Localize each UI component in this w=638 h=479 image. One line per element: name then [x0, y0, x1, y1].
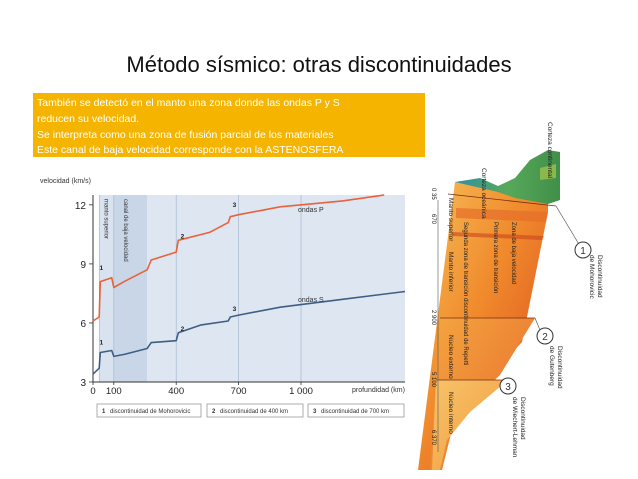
y-tick-label: 3: [80, 378, 86, 389]
depth-label: 6 370: [430, 430, 436, 446]
x-tick-label: 400: [168, 386, 184, 397]
point-label: 3: [233, 306, 237, 313]
depth-label: 0 35: [430, 188, 436, 200]
depth-label: 670: [430, 214, 436, 225]
label-lower-mantle: Manto inferior: [447, 252, 454, 293]
slide-title: Método sísmico: otras discontinuidades: [126, 52, 512, 77]
continent-top: [540, 164, 556, 180]
outer-core-layer: [430, 318, 535, 470]
y-ticks: 3 6 9 12: [75, 201, 93, 389]
legend-num: 3: [313, 409, 317, 415]
point-label: 1: [100, 265, 104, 272]
callout-text: de Gutenberg: [548, 346, 555, 386]
callout-number: 1: [580, 246, 586, 257]
x-tick-label: 0: [90, 386, 95, 397]
band-deep-mantle: [147, 195, 405, 382]
label-oceanic-crust: Corteza oceánica: [480, 168, 487, 219]
band-low-velocity: [113, 195, 148, 382]
x-tick-label: 1 000: [289, 386, 313, 397]
low-velocity-band: [456, 208, 548, 222]
callout-text: Discontinuidad: [519, 397, 526, 440]
callout-circle: [574, 241, 592, 259]
point-label: 1: [100, 340, 104, 347]
transition-band: [452, 232, 544, 240]
crust-layer: [455, 150, 560, 204]
band-label: manto superior: [102, 199, 108, 239]
series-label-s: ondas S: [298, 297, 324, 304]
point-label: 2: [181, 326, 185, 333]
legend-box: [206, 403, 304, 418]
callout-text: de Mohorovicic: [588, 255, 595, 299]
chart-legend: 1 discontinuidad de Mohorovicic 2 discon…: [96, 403, 405, 418]
legend-text: discontinuidad de 400 km: [220, 409, 288, 415]
callout-circle: [536, 327, 554, 345]
point-label: 3: [233, 202, 237, 209]
callout-box: También se detectó en el manto una zona …: [33, 93, 425, 157]
earth-section: Corteza oceánica Corteza continental Man…: [418, 122, 603, 470]
callout-line: También se detectó en el manto una zona …: [37, 97, 340, 109]
legend-text: discontinuidad de Mohorovicic: [110, 409, 190, 415]
inner-core-layer: [432, 380, 508, 470]
chart-bands: manto superior canal de baja velocidad: [99, 195, 405, 382]
callout-text: de Wiechert-Lehman: [511, 397, 518, 458]
label-inner-core: Núcleo interno: [447, 392, 454, 434]
moho-line: [447, 193, 557, 207]
label-low-velocity: Zona de baja velocidad: [510, 222, 516, 284]
callout-number: 3: [505, 382, 511, 393]
label-continental-crust: Corteza continental: [546, 122, 553, 179]
label-first-transition: Primera zona de transición: [492, 222, 498, 293]
x-ticks: 0 100 400 700 1 000: [90, 382, 313, 397]
series-line-s-waves: [92, 290, 406, 375]
depth-label: 5 100: [430, 372, 436, 388]
callout-number: 2: [542, 332, 548, 343]
x-axis-label: profundidad (km): [352, 387, 405, 394]
band-upper-mantle: [99, 195, 114, 382]
legend-num: 1: [102, 409, 106, 415]
velocity-chart: velocidad (km/s) profundidad (km) manto …: [40, 178, 406, 418]
callout-leader: [534, 317, 541, 331]
label-second-transition: Segunda zona de transición discontinuida…: [462, 222, 468, 365]
band-label: canal de baja velocidad: [122, 199, 128, 262]
y-tick-label: 12: [75, 201, 87, 212]
legend-num: 2: [212, 409, 216, 415]
legend-box: [307, 403, 405, 418]
x-tick-label: 100: [106, 386, 122, 397]
callout-text: Discontinuidad: [596, 255, 603, 298]
depth-label: 2 900: [430, 310, 436, 326]
series-label-p: ondas P: [298, 207, 324, 214]
x-tick-label: 700: [231, 386, 247, 397]
y-tick-label: 6: [80, 319, 86, 330]
series-line-p-waves: [92, 194, 385, 322]
callout-leader: [555, 205, 581, 247]
chart-gridlines: [98, 195, 302, 382]
chart-series: [92, 194, 406, 375]
legend-box: [96, 403, 202, 418]
callout-text: Discontinuidad: [556, 346, 563, 389]
y-axis-label: velocidad (km/s): [40, 178, 91, 185]
callout-circle: [499, 377, 517, 395]
legend-text: discontinuidad de 700 km: [321, 409, 389, 415]
label-upper-mantle: Manto superior: [447, 198, 454, 242]
callout-line: reducen su velocidad.: [37, 112, 140, 125]
point-label: 2: [181, 233, 185, 240]
callout-line: Este canal de baja velocidad corresponde…: [37, 144, 344, 157]
point-labels: 1 2 3 1 2 3: [100, 202, 237, 347]
label-outer-core: Núcleo externo: [447, 335, 454, 379]
callout-line: Se interpreta como una zona de fusión pa…: [37, 128, 334, 141]
y-tick-label: 9: [80, 260, 86, 271]
